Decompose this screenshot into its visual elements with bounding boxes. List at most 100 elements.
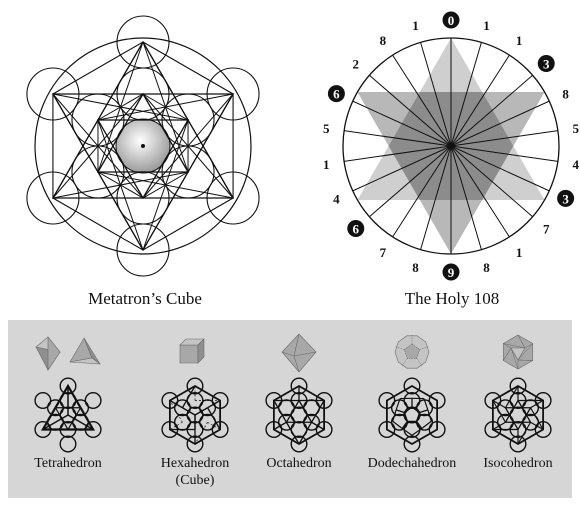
- radial-spoke: [450, 145, 533, 218]
- solid-edge: [503, 343, 512, 349]
- solid-edge: [42, 414, 69, 431]
- mini-node-circle: [403, 435, 421, 453]
- radial-spoke: [450, 42, 482, 147]
- mini-node-circle: [428, 421, 446, 439]
- solid-edge: [504, 407, 532, 431]
- radial-spoke: [450, 145, 510, 238]
- mini-node-circle: [199, 399, 217, 417]
- mini-node-circle: [59, 392, 77, 410]
- solid-edge: [395, 409, 405, 414]
- holy-108-caption: The Holy 108: [404, 289, 500, 308]
- wheel-number: 6: [353, 222, 360, 237]
- mini-node-circle: [84, 421, 102, 439]
- solid-edge: [416, 421, 423, 429]
- solid-label-tetrahedron: Tetrahedron: [18, 455, 118, 472]
- solid-edge: [503, 347, 512, 361]
- solid-face: [404, 343, 420, 359]
- outer-circle: [34, 37, 252, 255]
- mini-node-circle: [34, 421, 52, 439]
- mini-node-circle: [522, 399, 540, 417]
- tetrahedron-icon: [35, 336, 101, 371]
- mini-node-circle: [303, 399, 321, 417]
- radial-spoke: [450, 130, 558, 147]
- mini-node-circle: [186, 392, 204, 410]
- solid-edge: [401, 421, 408, 429]
- wheel-number: 1: [412, 18, 419, 33]
- mini-node-circle: [265, 392, 283, 410]
- mini-node-circle: [46, 399, 64, 417]
- radial-spoke: [369, 74, 452, 147]
- mini-node-circle: [186, 377, 204, 395]
- cube-icon: [179, 338, 205, 364]
- solid-edge: [517, 359, 533, 361]
- mini-node-circle: [509, 406, 527, 424]
- platonic-solids-figures: [34, 333, 552, 453]
- mini-node-circle: [509, 392, 527, 410]
- solid-name: Tetrahedron: [34, 456, 102, 471]
- solid-name: Dodechahedron: [367, 456, 457, 471]
- wheel-number: 9: [448, 265, 455, 280]
- mini-node-circle: [186, 435, 204, 453]
- wheel-number: 5: [323, 121, 330, 136]
- mini-node-circle: [290, 406, 308, 424]
- solid-edge: [281, 351, 317, 357]
- wheel-number: 3: [562, 191, 569, 206]
- mini-node-circle: [59, 435, 77, 453]
- wheel-number: 5: [572, 121, 579, 136]
- solid-face: [69, 357, 101, 365]
- mini-node-circle: [403, 406, 421, 424]
- solid-edge: [504, 399, 532, 423]
- mini-node-circle: [211, 421, 229, 439]
- mini-node-circle: [315, 421, 333, 439]
- number-badge: [347, 220, 365, 238]
- wheel-number: 7: [543, 222, 550, 237]
- mini-node-circle: [34, 392, 52, 410]
- mini-metatron: [34, 377, 102, 453]
- mini-metatron: [161, 377, 229, 453]
- solid-edge: [419, 346, 429, 350]
- mini-node-circle: [378, 421, 396, 439]
- mini-node-circle: [403, 377, 421, 395]
- mini-node-circle: [59, 421, 77, 439]
- mini-node-circle: [186, 421, 204, 439]
- wheel-number: 3: [543, 56, 550, 71]
- wheel-number: 8: [412, 260, 419, 275]
- outer-node-circle: [206, 171, 260, 225]
- mini-node-circle: [290, 421, 308, 439]
- inner-circle: [161, 145, 215, 199]
- solid-edge: [285, 399, 313, 423]
- solid-edge: [503, 343, 525, 349]
- wheel-number: 1: [323, 157, 330, 172]
- radial-spoke: [420, 42, 452, 147]
- mini-node-circle: [46, 413, 64, 431]
- solid-label-hexahedron: Hexahedron (Cube): [145, 455, 245, 489]
- radial-spoke: [450, 145, 558, 162]
- mini-metatron: [265, 377, 333, 453]
- solid-face: [179, 344, 199, 364]
- number-badge: [557, 189, 575, 207]
- wheel-number: 1: [516, 33, 523, 48]
- radial-spoke: [450, 145, 482, 250]
- solid-subname: (Cube): [175, 473, 215, 488]
- wheel-number: 8: [483, 260, 490, 275]
- mini-node-circle: [509, 421, 527, 439]
- solid-edge: [524, 343, 533, 349]
- number-badge: [442, 11, 460, 29]
- mini-metatron: [378, 377, 446, 453]
- mini-node-circle: [173, 399, 191, 417]
- radial-spoke: [352, 100, 452, 147]
- mini-node-circle: [161, 421, 179, 439]
- solid-edge: [392, 420, 403, 429]
- radial-spoke: [450, 145, 550, 192]
- mini-node-circle: [290, 435, 308, 453]
- solid-edge: [67, 414, 94, 431]
- outer-node-circle: [116, 15, 170, 69]
- solid-edge: [510, 347, 519, 370]
- outer-node-circle: [206, 67, 260, 121]
- mini-node-circle: [416, 413, 434, 431]
- outer-node-circle: [26, 67, 80, 121]
- solid-edge: [421, 420, 432, 429]
- solid-face: [197, 338, 205, 364]
- outer-node-circle: [116, 223, 170, 277]
